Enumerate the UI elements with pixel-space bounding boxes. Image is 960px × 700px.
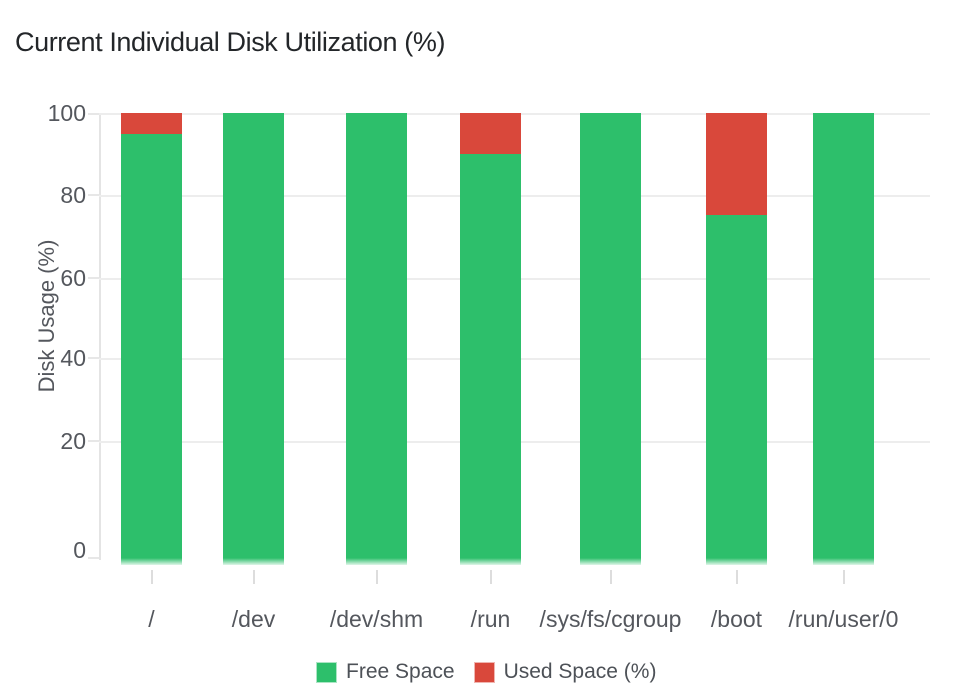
legend-label: Used Space (%) [503, 660, 657, 683]
x-tick-label-root: / [148, 606, 155, 632]
bar-root-free-segment[interactable] [121, 134, 182, 565]
y-axis-tick-100 [88, 113, 99, 115]
bar-dev-shm-bottom-fade [346, 558, 407, 565]
x-axis-tick-dev-shm [375, 570, 378, 584]
bar-dev[interactable] [223, 113, 284, 565]
x-tick-label-dev: /dev [231, 606, 276, 632]
bar-boot-bottom-fade [706, 558, 767, 565]
x-axis-tick-run-user-0 [842, 570, 845, 584]
y-axis-tick-60 [88, 277, 99, 279]
bar-sys-fs-cgroup-bottom-fade [580, 558, 641, 565]
bar-dev-free-segment[interactable] [223, 113, 284, 565]
x-tick-label-run: /run [470, 606, 511, 632]
bar-run-bottom-fade [460, 558, 521, 565]
y-axis-tick-80 [88, 194, 99, 196]
x-axis-tick-root [150, 570, 153, 584]
bar-dev-shm-free-segment[interactable] [346, 113, 407, 565]
x-tick-label-dev-shm: /dev/shm [329, 606, 424, 632]
bar-root[interactable] [121, 113, 182, 565]
y-tick-label-20: 20 [60, 428, 86, 454]
legend-swatch-icon [316, 661, 337, 683]
y-tick-label-60: 60 [60, 265, 86, 291]
bar-boot-free-segment[interactable] [706, 215, 767, 565]
plot-area [88, 113, 930, 565]
bar-run-used-segment[interactable] [460, 113, 521, 154]
y-axis-tick-0 [88, 557, 99, 559]
x-tick-label-sys-fs-cgroup: /sys/fs/cgroup [539, 606, 682, 632]
bar-dev-shm[interactable] [346, 113, 407, 565]
bar-boot[interactable] [706, 113, 767, 565]
bar-dev-bottom-fade [223, 558, 284, 565]
y-axis-tick-20 [88, 440, 99, 442]
legend-swatch-icon [473, 661, 495, 683]
bar-sys-fs-cgroup-free-segment[interactable] [580, 113, 641, 565]
x-axis-tick-run [489, 570, 492, 584]
legend: Free Space Used Space (%) [316, 660, 656, 684]
bar-root-used-segment[interactable] [121, 113, 182, 134]
bar-boot-used-segment[interactable] [706, 113, 767, 215]
x-tick-label-boot: /boot [710, 606, 763, 632]
x-axis-tick-dev [252, 570, 255, 584]
y-axis-line [99, 113, 101, 560]
bar-run-user-0-free-segment[interactable] [813, 113, 874, 565]
x-axis-tick-boot [735, 570, 738, 584]
bar-run-user-0-bottom-fade [813, 558, 874, 565]
bar-root-bottom-fade [121, 558, 182, 565]
chart-title: Current Individual Disk Utilization (%) [15, 27, 446, 57]
y-tick-label-80: 80 [60, 182, 86, 208]
y-tick-label-40: 40 [60, 345, 86, 371]
y-axis-tick-40 [88, 357, 99, 359]
legend-label: Free Space [346, 660, 455, 683]
x-tick-label-run-user-0: /run/user/0 [788, 606, 899, 632]
bar-sys-fs-cgroup[interactable] [580, 113, 641, 565]
legend-item-free-space[interactable]: Free Space [316, 660, 455, 684]
y-tick-label-0: 0 [73, 537, 86, 563]
bar-run[interactable] [460, 113, 521, 565]
bar-run-user-0[interactable] [813, 113, 874, 565]
y-tick-label-100: 100 [47, 100, 86, 126]
bar-run-free-segment[interactable] [460, 154, 521, 565]
x-axis-tick-sys-fs-cgroup [609, 570, 612, 584]
legend-item-used-space-[interactable]: Used Space (%) [473, 660, 657, 684]
